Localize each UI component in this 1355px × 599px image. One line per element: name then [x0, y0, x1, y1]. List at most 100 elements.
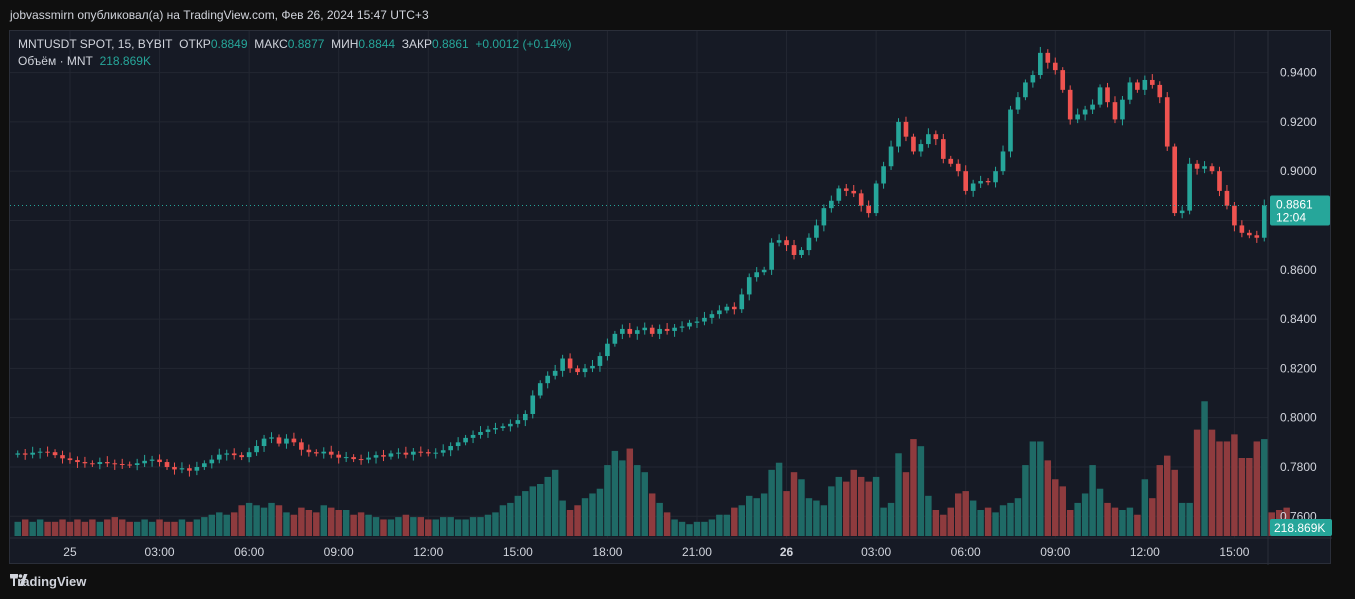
candle[interactable]	[1008, 109, 1013, 152]
candle[interactable]	[717, 310, 722, 315]
candle[interactable]	[463, 437, 468, 443]
candle[interactable]	[642, 327, 648, 331]
candle[interactable]	[1097, 87, 1103, 105]
candle[interactable]	[679, 326, 685, 328]
candle[interactable]	[1224, 190, 1230, 206]
candle[interactable]	[276, 437, 282, 444]
candle[interactable]	[433, 452, 439, 454]
candle[interactable]	[754, 272, 760, 278]
candle[interactable]	[918, 144, 924, 152]
candle[interactable]	[1179, 210, 1185, 214]
candle[interactable]	[806, 237, 812, 251]
candle[interactable]	[22, 453, 28, 455]
candle[interactable]	[1090, 104, 1095, 110]
candle[interactable]	[672, 327, 677, 331]
candle[interactable]	[1209, 166, 1215, 172]
candlestick-chart[interactable]: 0.94000.92000.90000.88000.86000.84000.82…	[10, 31, 1332, 565]
candle[interactable]	[239, 455, 244, 458]
candle[interactable]	[1023, 82, 1028, 98]
candle[interactable]	[411, 451, 416, 455]
candle[interactable]	[814, 225, 819, 238]
candle[interactable]	[1187, 163, 1192, 211]
candle[interactable]	[1164, 97, 1170, 147]
candle[interactable]	[620, 328, 625, 334]
candle[interactable]	[926, 134, 931, 145]
candle[interactable]	[970, 183, 976, 191]
candle[interactable]	[284, 438, 289, 444]
candle[interactable]	[336, 454, 342, 458]
candle[interactable]	[799, 250, 804, 255]
candle[interactable]	[866, 205, 871, 214]
candle[interactable]	[933, 134, 939, 140]
candle[interactable]	[448, 446, 453, 451]
candle[interactable]	[1015, 97, 1021, 110]
candle[interactable]	[911, 136, 916, 152]
candle[interactable]	[1127, 82, 1133, 100]
candle[interactable]	[254, 446, 259, 453]
candle[interactable]	[1030, 75, 1036, 83]
candle[interactable]	[358, 459, 364, 461]
candle[interactable]	[791, 245, 797, 255]
candle[interactable]	[896, 121, 901, 147]
candle[interactable]	[15, 453, 21, 455]
candle[interactable]	[903, 121, 909, 137]
candle[interactable]	[142, 460, 147, 464]
candle[interactable]	[388, 453, 394, 457]
candle[interactable]	[843, 188, 849, 191]
candle[interactable]	[605, 343, 610, 357]
candle[interactable]	[769, 242, 774, 270]
candle[interactable]	[985, 181, 991, 183]
candle[interactable]	[1075, 114, 1080, 120]
candle[interactable]	[1149, 79, 1155, 85]
candle[interactable]	[836, 188, 842, 201]
candle[interactable]	[731, 306, 737, 310]
footer-brand[interactable]: TradingView	[10, 574, 86, 589]
candle[interactable]	[149, 459, 155, 461]
candle[interactable]	[948, 158, 954, 164]
candle[interactable]	[784, 240, 789, 246]
candle[interactable]	[1120, 99, 1125, 120]
candle[interactable]	[306, 449, 312, 453]
candle[interactable]	[881, 166, 886, 184]
candle[interactable]	[37, 451, 43, 453]
candle[interactable]	[515, 420, 521, 424]
candle[interactable]	[366, 457, 371, 460]
candle[interactable]	[127, 464, 133, 466]
candle[interactable]	[1172, 146, 1178, 214]
candle[interactable]	[1038, 52, 1043, 76]
candle[interactable]	[1194, 163, 1200, 169]
candle[interactable]	[67, 458, 73, 461]
candle[interactable]	[179, 468, 185, 470]
candle[interactable]	[82, 462, 88, 464]
candle[interactable]	[478, 431, 483, 435]
candle[interactable]	[30, 452, 35, 455]
candle[interactable]	[164, 462, 170, 467]
candle[interactable]	[1060, 70, 1066, 90]
candle[interactable]	[1142, 79, 1148, 90]
candle[interactable]	[485, 429, 491, 432]
candle[interactable]	[112, 463, 118, 465]
candle[interactable]	[60, 455, 65, 459]
candle[interactable]	[187, 468, 192, 471]
candle[interactable]	[978, 181, 983, 184]
legend-symbol[interactable]: MNTUSDT SPOT, 15, BYBIT	[18, 37, 173, 51]
candle[interactable]	[1082, 109, 1088, 115]
candle[interactable]	[216, 454, 222, 460]
candle[interactable]	[560, 358, 565, 371]
candle[interactable]	[493, 428, 498, 430]
candle[interactable]	[373, 455, 379, 458]
chart-pane[interactable]: 0.94000.92000.90000.88000.86000.84000.82…	[9, 30, 1332, 565]
candle[interactable]	[963, 171, 969, 191]
candle[interactable]	[470, 434, 476, 438]
candle[interactable]	[194, 466, 200, 471]
candle[interactable]	[1247, 232, 1252, 236]
candle[interactable]	[702, 317, 707, 322]
candle[interactable]	[590, 365, 595, 369]
candle[interactable]	[552, 370, 558, 376]
candle[interactable]	[1261, 205, 1267, 238]
candle[interactable]	[597, 356, 603, 366]
candle[interactable]	[455, 442, 461, 447]
candle[interactable]	[440, 450, 446, 453]
candle[interactable]	[90, 463, 95, 465]
candle[interactable]	[224, 453, 230, 455]
